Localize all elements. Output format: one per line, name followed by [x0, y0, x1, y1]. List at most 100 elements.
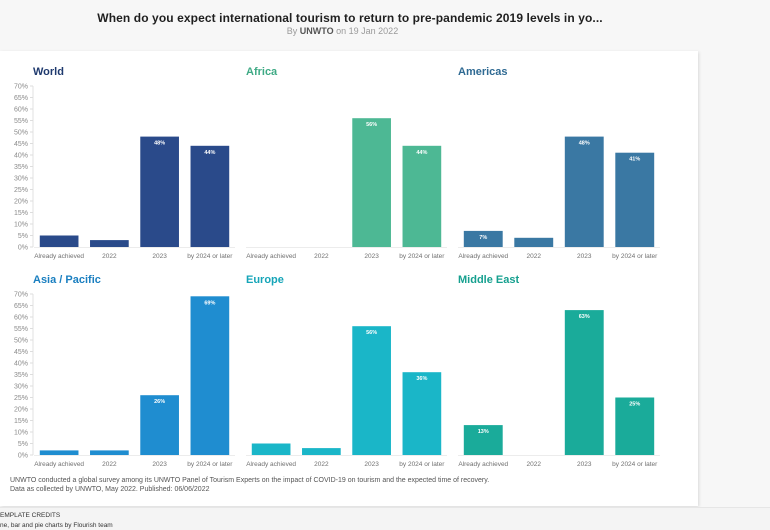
footnote-line-1: UNWTO conducted a global survey among it…: [10, 477, 490, 484]
y-tick-label: 70%: [14, 84, 28, 91]
panel-title-europe: Europe: [246, 274, 284, 286]
data-label: 56%: [366, 330, 377, 336]
x-category-label: Already achieved: [246, 253, 296, 260]
y-tick-label: 40%: [14, 153, 28, 160]
y-tick-label: 55%: [14, 118, 28, 125]
x-category-label: 2023: [152, 461, 167, 468]
footnote-line-2: Data as collected by UNWTO, May 2022. Pu…: [10, 486, 210, 493]
y-tick-label: 30%: [14, 384, 28, 391]
author-link[interactable]: UNWTO: [299, 26, 334, 36]
publish-date: on 19 Jan 2022: [333, 26, 399, 36]
bar-europe-3: [402, 372, 442, 455]
x-category-label: 2023: [364, 253, 379, 260]
y-tick-label: 35%: [14, 164, 28, 171]
chart-header: When do you expect international tourism…: [0, 0, 700, 50]
x-category-label: 2022: [527, 461, 542, 468]
x-category-label: by 2024 or later: [612, 461, 658, 468]
x-category-label: 2022: [102, 461, 117, 468]
x-category-label: by 2024 or later: [612, 253, 658, 260]
y-tick-label: 55%: [14, 326, 28, 333]
x-category-label: Already achieved: [34, 461, 84, 468]
data-label: 7%: [479, 235, 487, 241]
bar-europe-1: [302, 448, 341, 455]
bar-americas-1: [514, 237, 554, 247]
data-label: 69%: [204, 300, 215, 306]
x-category-label: by 2024 or later: [187, 253, 233, 260]
panel-title-asia-pacific: Asia / Pacific: [33, 274, 101, 286]
y-tick-label: 5%: [18, 233, 28, 240]
x-category-label: 2023: [577, 461, 592, 468]
data-label: 25%: [629, 402, 640, 408]
y-tick-label: 45%: [14, 141, 28, 148]
y-tick-label: 60%: [14, 107, 28, 114]
bar-europe-0: [251, 443, 291, 455]
bar-americas-2: [564, 136, 604, 247]
y-tick-label: 0%: [18, 245, 28, 252]
bar-world-2: [140, 136, 179, 247]
x-category-label: 2023: [364, 461, 379, 468]
data-label: 48%: [579, 141, 590, 147]
y-tick-label: 10%: [14, 430, 28, 437]
bar-middle-east-3: [615, 397, 655, 455]
y-tick-label: 40%: [14, 361, 28, 368]
bar-asia-pacific-0: [39, 450, 79, 455]
y-tick-label: 25%: [14, 187, 28, 194]
y-tick-label: 50%: [14, 130, 28, 137]
data-label: 44%: [204, 150, 215, 156]
y-tick-label: 60%: [14, 315, 28, 322]
y-tick-label: 10%: [14, 222, 28, 229]
data-label: 48%: [154, 141, 165, 147]
y-tick-label: 5%: [18, 441, 28, 448]
y-tick-label: 70%: [14, 292, 28, 299]
x-category-label: by 2024 or later: [187, 461, 233, 468]
panel-title-middle-east: Middle East: [458, 274, 520, 286]
data-label: 26%: [154, 399, 165, 405]
x-category-label: 2023: [577, 253, 592, 260]
panel-title-africa: Africa: [246, 66, 278, 78]
bar-world-0: [39, 235, 79, 247]
y-tick-label: 65%: [14, 95, 28, 102]
byline: By UNWTO on 19 Jan 2022: [0, 26, 685, 36]
x-category-label: 2022: [314, 461, 329, 468]
data-label: 44%: [416, 150, 427, 156]
credits-text: ne, bar and pie charts by Flourish team: [0, 522, 113, 529]
x-category-label: by 2024 or later: [399, 461, 445, 468]
x-category-label: by 2024 or later: [399, 253, 445, 260]
data-label: 41%: [629, 157, 640, 163]
data-label: 36%: [416, 376, 427, 382]
y-tick-label: 20%: [14, 199, 28, 206]
data-label: 56%: [366, 122, 377, 128]
x-category-label: 2022: [314, 253, 329, 260]
byline-prefix: By: [286, 26, 300, 36]
bar-europe-2: [352, 326, 391, 455]
x-category-label: Already achieved: [458, 253, 508, 260]
data-label: 63%: [579, 314, 590, 320]
footnote: UNWTO conducted a global survey among it…: [10, 476, 489, 494]
x-category-label: Already achieved: [246, 461, 296, 468]
y-tick-label: 65%: [14, 303, 28, 310]
x-category-label: Already achieved: [458, 461, 508, 468]
data-label: 13%: [478, 429, 489, 435]
y-tick-label: 15%: [14, 210, 28, 217]
panel-title-americas: Americas: [458, 66, 508, 78]
x-category-label: Already achieved: [34, 253, 84, 260]
bar-africa-2: [352, 118, 391, 247]
credits-bar: [0, 507, 770, 530]
bar-asia-pacific-2: [140, 395, 179, 455]
bar-americas-3: [615, 152, 655, 247]
y-tick-label: 45%: [14, 349, 28, 356]
x-category-label: 2022: [527, 253, 542, 260]
panel-title-world: World: [33, 66, 64, 78]
bar-asia-pacific-1: [90, 450, 129, 455]
y-tick-label: 20%: [14, 407, 28, 414]
y-tick-label: 35%: [14, 372, 28, 379]
bar-middle-east-0: [463, 425, 503, 455]
x-category-label: 2022: [102, 253, 117, 260]
page-title: When do you expect international tourism…: [97, 11, 603, 25]
y-tick-label: 50%: [14, 338, 28, 345]
bar-asia-pacific-3: [190, 296, 230, 455]
y-tick-label: 30%: [14, 176, 28, 183]
y-tick-label: 15%: [14, 418, 28, 425]
bar-americas-0: [463, 230, 503, 247]
